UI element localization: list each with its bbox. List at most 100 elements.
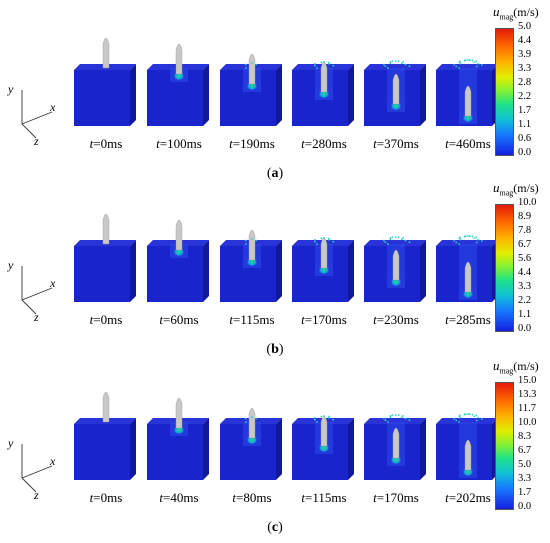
z-axis-line — [21, 477, 37, 493]
axis-label-x: x — [50, 276, 56, 290]
splash-droplet — [408, 419, 411, 422]
splash-droplet — [255, 239, 258, 242]
axis-label-x: x — [50, 454, 56, 468]
block-top-face — [364, 418, 426, 424]
time-label: t=40ms — [159, 490, 199, 505]
time-label: t=170ms — [373, 490, 419, 505]
block-side-face — [130, 418, 136, 480]
time-label: t=280ms — [301, 136, 347, 151]
time-variable: t — [373, 136, 377, 151]
splash-droplet — [475, 414, 478, 417]
time-variable: t — [229, 312, 234, 327]
splash-droplet — [391, 60, 394, 63]
splash-droplet — [387, 67, 389, 69]
time-label: t=370ms — [373, 136, 419, 151]
block-side-face — [420, 64, 426, 126]
splash-droplet — [391, 414, 394, 417]
simulation-frame — [147, 43, 209, 126]
splash-droplet — [328, 416, 330, 419]
splash-droplet — [244, 239, 247, 242]
colorbar-tick-label: 6.7 — [518, 239, 532, 250]
splash-droplet — [323, 415, 325, 417]
block-side-face — [420, 240, 426, 302]
simulation-frame — [147, 219, 209, 302]
splash-droplet — [473, 61, 476, 64]
simulation-frame — [74, 213, 136, 302]
coordinate-axes — [21, 444, 53, 493]
time-label: t=230ms — [373, 312, 419, 327]
splash-droplet — [391, 236, 394, 239]
time-value: 115ms — [240, 312, 275, 327]
coordinate-axes — [21, 90, 53, 139]
projectile — [392, 249, 400, 281]
splash-droplet — [467, 235, 469, 237]
colorbar-tick-label: 8.9 — [518, 211, 532, 222]
splash-droplet — [387, 421, 389, 423]
time-variable: t — [89, 312, 94, 327]
time-value: 285ms — [456, 312, 491, 327]
simulation-frame — [436, 413, 498, 480]
block-side-face — [276, 240, 282, 302]
splash-droplet — [464, 413, 467, 416]
time-value: 170ms — [384, 490, 419, 505]
time-value: 202ms — [456, 490, 491, 505]
time-label: t=100ms — [156, 136, 202, 151]
splash-droplet — [387, 243, 389, 245]
block-side-face — [130, 240, 136, 302]
colorbar-tick-label: 1.1 — [518, 119, 532, 130]
splash-droplet — [245, 421, 247, 423]
projectile — [392, 427, 400, 459]
splash-droplet — [323, 237, 325, 239]
splash-droplet — [313, 238, 316, 241]
colorbar-tick-label: 15.0 — [518, 375, 537, 386]
time-label: t=0ms — [89, 136, 123, 151]
simulation-frame — [364, 414, 426, 480]
projectile — [102, 391, 110, 423]
colorbar-tick-label: 6.7 — [518, 445, 532, 456]
simulation-frame — [364, 236, 426, 302]
colorbar-tick-label: 2.8 — [518, 77, 532, 88]
splash-droplet — [458, 67, 460, 69]
x-axis-line — [21, 465, 53, 479]
block-front-face — [74, 70, 130, 126]
time-variable: t — [301, 490, 306, 505]
projectile — [320, 61, 328, 93]
time-value: 170ms — [312, 312, 347, 327]
splash-droplet — [402, 237, 404, 239]
simulation-frame — [220, 407, 282, 480]
projectile — [248, 53, 256, 85]
splash-droplet — [397, 60, 400, 63]
splash-droplet — [320, 61, 323, 64]
time-variable: t — [445, 490, 449, 505]
time-variable: t — [301, 312, 305, 327]
colorbar-tick-label: 0.0 — [518, 323, 532, 334]
splash-droplet — [384, 65, 387, 68]
projectile — [464, 85, 472, 117]
z-axis-line — [21, 299, 37, 315]
splash-droplet — [475, 419, 478, 422]
time-variable: t — [229, 136, 233, 151]
splash-droplet — [255, 417, 258, 420]
splash-droplet — [458, 243, 460, 245]
projectile — [248, 407, 256, 439]
panel-label: (c) — [267, 520, 283, 535]
time-label: t=202ms — [445, 490, 491, 505]
simulation-frame — [364, 60, 426, 126]
splash-droplet — [471, 59, 474, 62]
splash-droplet — [313, 416, 316, 419]
splash-droplet — [251, 238, 253, 240]
colorbar-tick-label: 5.0 — [518, 21, 532, 32]
x-axis-line — [21, 111, 53, 125]
splash-droplet — [323, 61, 325, 63]
splash-droplet — [313, 64, 316, 67]
time-value: 60ms — [170, 312, 199, 327]
time-variable: t — [232, 490, 237, 505]
splash-droplet — [328, 62, 330, 65]
z-axis-line — [21, 123, 37, 139]
axis-label-y: y — [8, 82, 14, 96]
simulation-frame — [436, 59, 498, 126]
time-label: t=285ms — [445, 312, 491, 327]
splash-droplet — [464, 235, 467, 238]
time-label: t=115ms — [301, 490, 347, 505]
block-front-face — [74, 246, 130, 302]
